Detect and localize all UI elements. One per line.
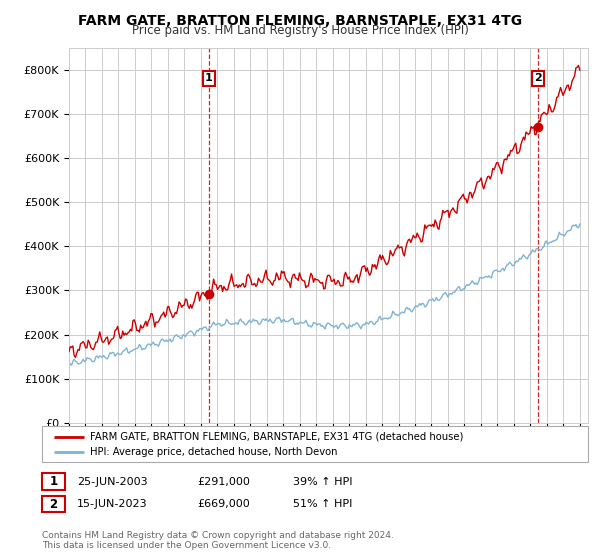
Text: Price paid vs. HM Land Registry's House Price Index (HPI): Price paid vs. HM Land Registry's House … (131, 24, 469, 37)
Text: 2: 2 (534, 73, 542, 83)
Text: 25-JUN-2003: 25-JUN-2003 (77, 477, 148, 487)
Text: £669,000: £669,000 (197, 499, 250, 509)
Text: HPI: Average price, detached house, North Devon: HPI: Average price, detached house, Nort… (90, 447, 337, 457)
Text: Contains HM Land Registry data © Crown copyright and database right 2024.
This d: Contains HM Land Registry data © Crown c… (42, 531, 394, 550)
Text: FARM GATE, BRATTON FLEMING, BARNSTAPLE, EX31 4TG: FARM GATE, BRATTON FLEMING, BARNSTAPLE, … (78, 14, 522, 28)
Text: 15-JUN-2023: 15-JUN-2023 (77, 499, 148, 509)
Text: 2: 2 (49, 497, 58, 511)
Text: 1: 1 (49, 475, 58, 488)
Text: 39% ↑ HPI: 39% ↑ HPI (293, 477, 352, 487)
Text: FARM GATE, BRATTON FLEMING, BARNSTAPLE, EX31 4TG (detached house): FARM GATE, BRATTON FLEMING, BARNSTAPLE, … (90, 432, 463, 441)
Text: 51% ↑ HPI: 51% ↑ HPI (293, 499, 352, 509)
Text: £291,000: £291,000 (197, 477, 250, 487)
Text: 1: 1 (205, 73, 212, 83)
